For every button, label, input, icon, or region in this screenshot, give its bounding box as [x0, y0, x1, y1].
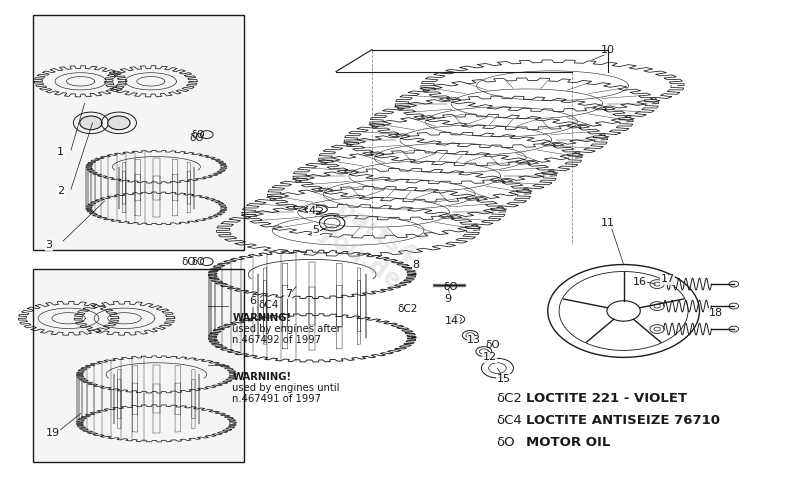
Text: δC2: δC2 — [496, 392, 522, 405]
Text: WARNING!: WARNING! — [232, 372, 291, 382]
Text: 11: 11 — [601, 218, 614, 228]
Text: δO: δO — [181, 257, 196, 267]
Text: 6: 6 — [249, 296, 256, 306]
Text: 17: 17 — [661, 274, 674, 284]
Text: 18: 18 — [708, 308, 722, 318]
Text: 2: 2 — [57, 186, 64, 196]
Text: used by engines until: used by engines until — [232, 383, 340, 393]
Text: 14: 14 — [445, 316, 459, 326]
Circle shape — [108, 116, 130, 130]
Bar — [33, 270, 244, 463]
Text: δC4: δC4 — [258, 299, 278, 310]
Text: WARNING!: WARNING! — [232, 314, 291, 323]
Text: δO: δO — [191, 130, 205, 140]
Text: 10: 10 — [601, 45, 614, 54]
Text: δC2: δC2 — [398, 303, 418, 314]
Bar — [33, 15, 244, 250]
Circle shape — [80, 116, 102, 130]
Text: 1: 1 — [57, 147, 64, 157]
Text: LOCTITE 221 - VIOLET: LOCTITE 221 - VIOLET — [526, 392, 687, 405]
Text: n.467492 of 1997: n.467492 of 1997 — [232, 335, 322, 345]
Text: δO: δO — [443, 282, 458, 292]
Text: δC4: δC4 — [496, 415, 522, 427]
Text: 3: 3 — [45, 240, 52, 250]
Text: 19: 19 — [46, 428, 60, 438]
Text: 4: 4 — [309, 206, 316, 216]
Text: 7: 7 — [285, 289, 292, 299]
Text: δO: δO — [486, 340, 500, 350]
Text: n.467491 of 1997: n.467491 of 1997 — [232, 393, 322, 404]
Text: 5: 5 — [313, 225, 320, 235]
Text: parts4
you.de: parts4 you.de — [314, 196, 422, 294]
Text: δO: δO — [191, 257, 205, 267]
Text: 8: 8 — [413, 260, 419, 270]
Text: LOCTITE ANTISEIZE 76710: LOCTITE ANTISEIZE 76710 — [526, 415, 720, 427]
Text: δO: δO — [189, 132, 204, 143]
Text: MOTOR OIL: MOTOR OIL — [526, 437, 610, 449]
Text: 9: 9 — [444, 294, 451, 304]
Text: used by engines after: used by engines after — [232, 324, 341, 334]
Text: δO: δO — [496, 437, 514, 449]
Text: 16: 16 — [633, 277, 646, 287]
Text: 13: 13 — [467, 335, 482, 345]
Text: 12: 12 — [482, 352, 497, 363]
Text: 15: 15 — [497, 374, 511, 384]
